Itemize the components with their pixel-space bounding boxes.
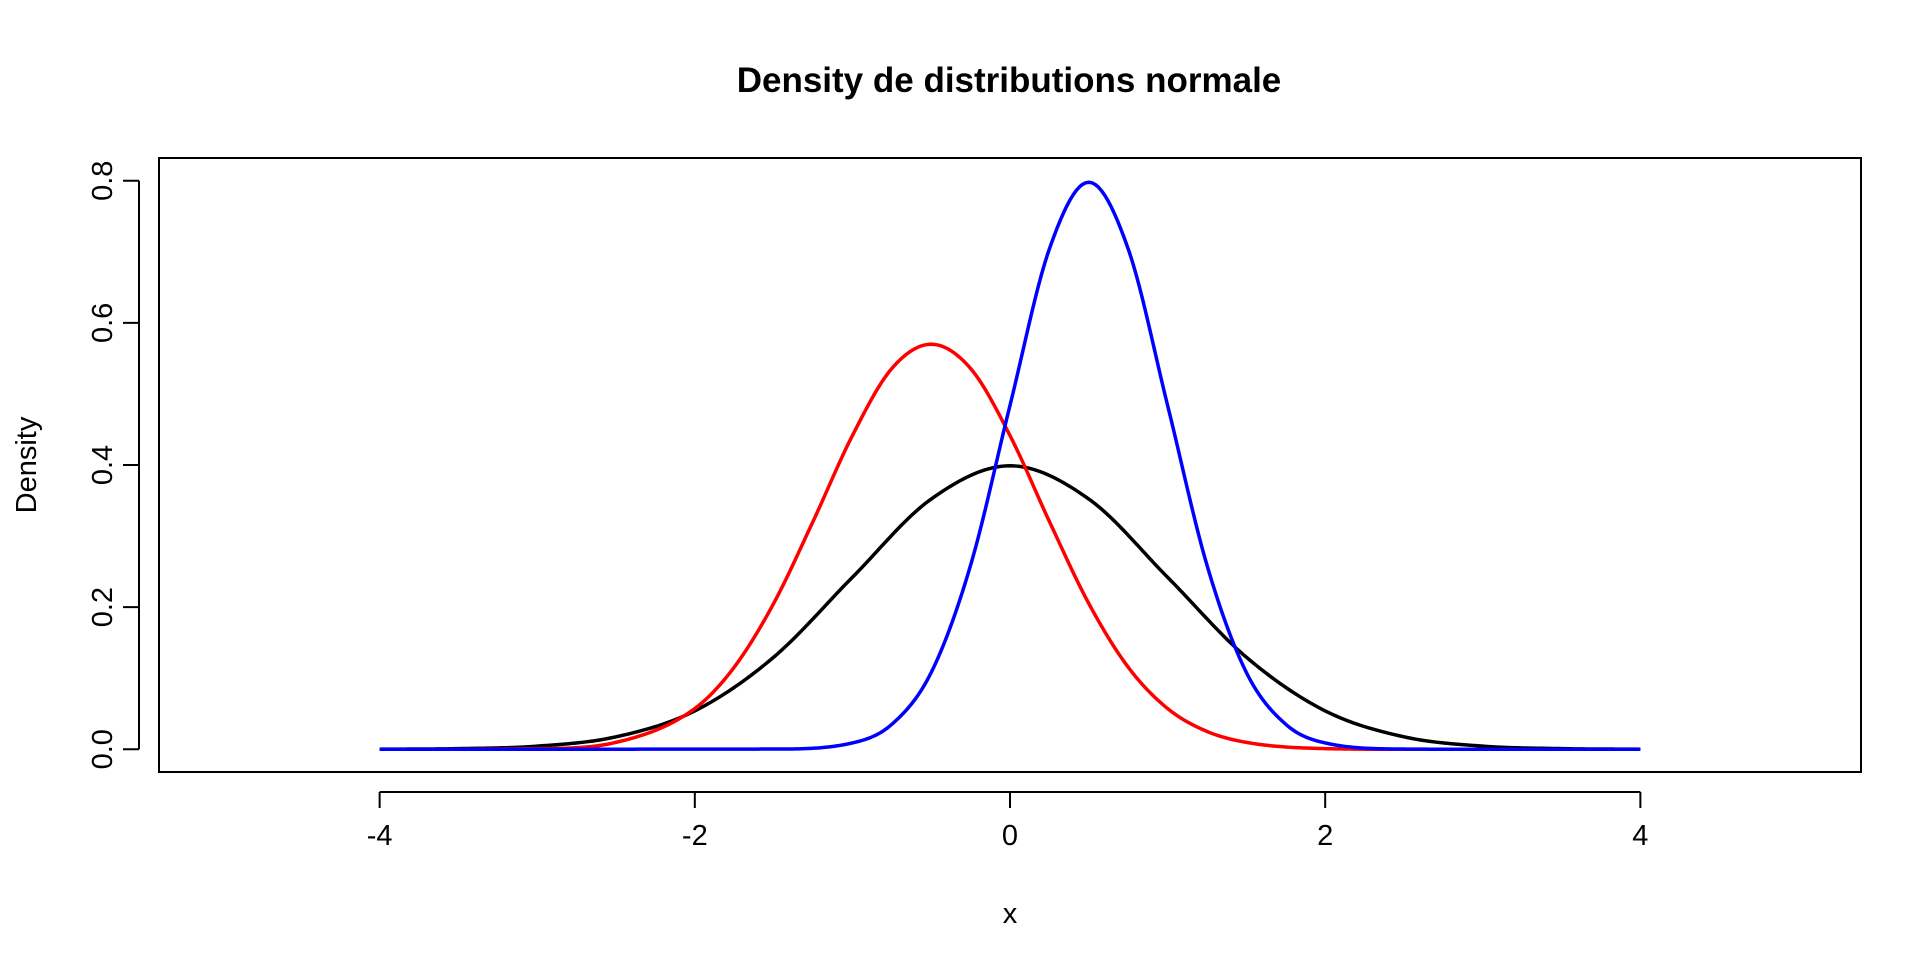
series-layer [379, 180, 1641, 752]
x-tick-label: 4 [1632, 820, 1648, 852]
x-tick-label: -2 [682, 820, 708, 852]
series-line-n-0-1 [379, 464, 1641, 751]
y-tick-label: 0.6 [87, 303, 119, 343]
x-axis: -4 -2 0 2 4 [367, 791, 1648, 852]
plot-frame [158, 157, 1862, 773]
chart-title: Density de distributions normale [737, 61, 1282, 100]
y-tick-label: 0.0 [87, 729, 119, 769]
x-tick-label: -4 [367, 820, 393, 852]
y-tick-label: 0.2 [87, 587, 119, 627]
series-line-n-0-5-0-5 [379, 180, 1641, 752]
y-tick-label: 0.4 [87, 445, 119, 485]
x-tick-label: 2 [1317, 820, 1333, 852]
x-tick-label: 0 [1002, 820, 1018, 852]
y-tick-label: 0.8 [87, 161, 119, 201]
y-axis: 0.0 0.2 0.4 0.6 0.8 [87, 161, 140, 769]
y-axis-label: Density [11, 416, 43, 513]
x-axis-label: x [1003, 898, 1018, 930]
